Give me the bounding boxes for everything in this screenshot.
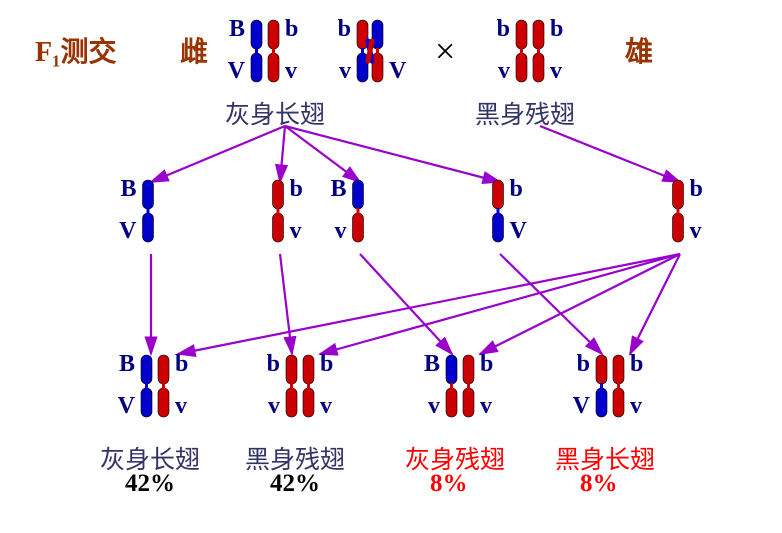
svg-text:b: b <box>480 351 493 377</box>
svg-text:v: v <box>428 393 440 419</box>
svg-text:V: V <box>118 393 136 419</box>
parent2-phenotype: 黑身残翅 <box>475 95 575 131</box>
svg-text:V: V <box>228 58 246 84</box>
svg-text:v: v <box>480 393 492 419</box>
female-label: 雌 <box>180 30 208 70</box>
svg-text:v: v <box>498 58 510 84</box>
svg-text:b: b <box>497 16 510 42</box>
svg-text:V: V <box>510 218 528 244</box>
svg-text:b: b <box>577 351 590 377</box>
svg-text:B: B <box>229 16 245 42</box>
svg-text:b: b <box>320 351 333 377</box>
svg-text:v: v <box>550 58 562 84</box>
svg-text:b: b <box>338 16 351 42</box>
svg-text:v: v <box>268 393 280 419</box>
parent1-phenotype: 灰身长翅 <box>225 95 325 131</box>
svg-text:b: b <box>630 351 643 377</box>
svg-text:v: v <box>320 393 332 419</box>
svg-text:v: v <box>175 393 187 419</box>
male-label: 雄 <box>625 30 653 70</box>
svg-text:v: v <box>335 218 347 244</box>
svg-text:v: v <box>690 218 702 244</box>
cross-symbol: × <box>435 30 455 72</box>
f1-testcross-label: F₁测交 <box>35 30 117 70</box>
svg-text:b: b <box>175 351 188 377</box>
svg-text:B: B <box>330 176 346 202</box>
svg-text:b: b <box>290 176 303 202</box>
svg-text:b: b <box>267 351 280 377</box>
svg-text:v: v <box>285 58 297 84</box>
svg-text:B: B <box>424 351 440 377</box>
svg-text:V: V <box>389 58 407 84</box>
offspring-percent: 42% <box>270 470 320 498</box>
offspring-percent: 8% <box>580 470 618 498</box>
svg-text:v: v <box>630 393 642 419</box>
svg-text:b: b <box>550 16 563 42</box>
svg-text:V: V <box>573 393 591 419</box>
svg-text:b: b <box>510 176 523 202</box>
svg-text:b: b <box>285 16 298 42</box>
svg-text:B: B <box>119 351 135 377</box>
svg-text:V: V <box>119 218 137 244</box>
svg-text:b: b <box>690 176 703 202</box>
offspring-percent: 8% <box>430 470 468 498</box>
svg-text:v: v <box>339 58 351 84</box>
offspring-percent: 42% <box>125 470 175 498</box>
svg-text:v: v <box>290 218 302 244</box>
svg-text:B: B <box>120 176 136 202</box>
